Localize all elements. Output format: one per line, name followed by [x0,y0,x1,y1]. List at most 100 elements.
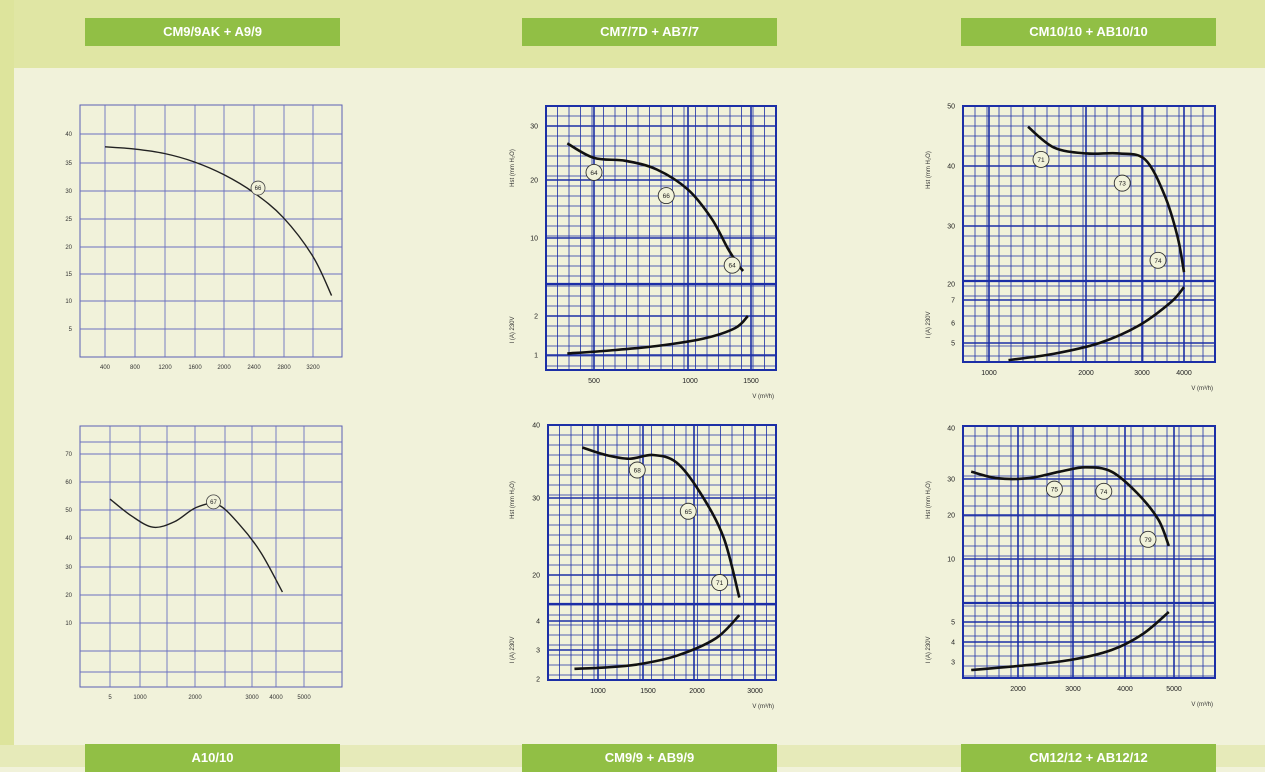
annotation-circle [1032,150,1050,168]
y2-tick-label: 3 [536,648,540,655]
annotation-label: 71 [1037,157,1045,164]
y-tick-label: 20 [947,282,955,289]
chart-bottom-right: 2000 3000 4000 5000 10 20 30 40 3 4 5 Hst (mm H₂O) I… [926,425,1216,708]
x-tick-label: 4000 [269,695,283,701]
y2-tick-label: 3 [951,660,955,667]
y-tick-label: 30 [530,124,538,131]
x-axis-title: V (m³/h) [1191,386,1213,392]
x-tick-label: 3000 [245,695,259,701]
annotation-label: 79 [1144,537,1152,544]
plot-frame [547,424,777,681]
x-tick-label: 1200 [158,365,172,371]
y-tick-label: 40 [65,132,72,138]
annotation-label: 66 [663,193,671,200]
series-line [104,146,333,296]
current-curve [574,614,741,671]
annotation-circle [723,256,741,274]
plot-frame [962,425,1216,679]
x-axis-title: V (m³/h) [752,394,774,400]
annotation-label: 66 [255,186,262,192]
y-tick-label: 70 [65,452,72,458]
y-axis-title: Hst (mm H₂O) [510,149,516,187]
y2-tick-label: 5 [951,620,955,627]
y-tick-label: 30 [947,224,955,231]
annotation-label: 64 [590,170,598,177]
left-edge-band [0,0,14,767]
x-tick-label: 2800 [277,365,291,371]
y-tick-label: 40 [947,164,955,171]
annotation-label: 74 [1100,489,1108,496]
x-tick-label: 2000 [217,365,231,371]
current-curve [1008,286,1186,362]
y-tick-label: 20 [532,573,540,580]
x-tick-label: 1000 [682,378,698,385]
y-tick-label: 40 [65,536,72,542]
label-top-right: CM10/10 + AB10/10 [961,18,1216,46]
current-curve [567,315,749,355]
y2-tick-label: 5 [951,341,955,348]
x-tick-label: 1500 [640,688,656,695]
annotation-label: 67 [210,500,217,506]
x-tick-label: 2400 [247,365,261,371]
chart-bottom-center: 1000 1500 2000 3000 20 30 40 2 3 4 Hst (mm H₂O) I (… [510,423,777,710]
x-tick-label: 2000 [1010,686,1026,693]
annotation-circle [1113,174,1131,192]
x-axis-title: V (m³/h) [752,704,774,710]
x-tick-label: 1600 [188,365,202,371]
annotation-label: 65 [685,509,693,516]
x-tick-label: 4000 [1176,370,1192,377]
x-tick-label: 5000 [1166,686,1182,693]
y-tick-label: 20 [947,513,955,520]
y-tick-label: 10 [530,236,538,243]
x-tick-label: 3200 [306,365,320,371]
annotation-circle [628,461,646,479]
y-axis-title: Hst (mm H₂O) [510,481,516,519]
chart-top-center: 500 1000 1500 10 20 30 1 2 Hst (mm H₂O) I (A) 230… [510,105,777,400]
plot-frame [545,105,777,371]
plot-frame [79,104,343,358]
annotation-label: 74 [1154,258,1162,265]
y-tick-label: 50 [947,104,955,111]
y-tick-label: 60 [65,480,72,486]
y-tick-label: 40 [532,423,540,430]
annotation-circle [1149,251,1167,269]
annotation-label: 75 [1051,487,1059,494]
pressure-curve [1027,125,1186,273]
y2-tick-label: 2 [534,314,538,321]
x-tick-label: 1000 [981,370,997,377]
plot-frame [79,425,343,688]
y2-tick-label: 4 [536,619,540,626]
chart-bottom-left: 5 1000 2000 3000 4000 5000 10 20 30 40 50 60 70 67 [65,425,343,701]
annotation-label: 73 [1119,181,1127,188]
x-tick-label: 5000 [297,695,311,701]
annotation-circle [1095,482,1113,500]
y-tick-label: 20 [65,245,72,251]
annotation-circle [1139,530,1157,548]
charts-root: 400 800 1200 1600 2000 2400 2800 32005101520253… [65,104,1216,710]
pressure-curve [970,465,1171,547]
y-tick-label: 15 [65,272,72,278]
x-tick-label: 500 [588,378,600,385]
x-tick-label: 1000 [590,688,606,695]
series-line [109,498,284,593]
x-tick-label: 1000 [133,695,147,701]
y-axis-title: Hst (mm H₂O) [926,151,932,189]
x-tick-label: 3000 [1134,370,1150,377]
y-tick-label: 40 [947,426,955,433]
y2-tick-label: 6 [951,321,955,328]
x-tick-label: 3000 [1065,686,1081,693]
y-tick-label: 30 [947,477,955,484]
y-tick-label: 50 [65,508,72,514]
annotation-label: 68 [634,468,642,475]
annotation-circle [206,494,221,510]
x-tick-label: 2000 [1078,370,1094,377]
y-tick-label: 30 [65,565,72,571]
annotation-circle [250,180,266,196]
y-tick-label: 35 [65,161,72,167]
y-axis-title: Hst (mm H₂O) [926,481,932,519]
annotation-circle [657,187,675,205]
y-tick-label: 30 [532,496,540,503]
annotation-circle [585,163,603,181]
x-tick-label: 2000 [689,688,705,695]
chart-top-right: 1000 2000 3000 4000 20 30 40 50 5 6 7 Hst (mm H₂O) I… [926,104,1216,392]
